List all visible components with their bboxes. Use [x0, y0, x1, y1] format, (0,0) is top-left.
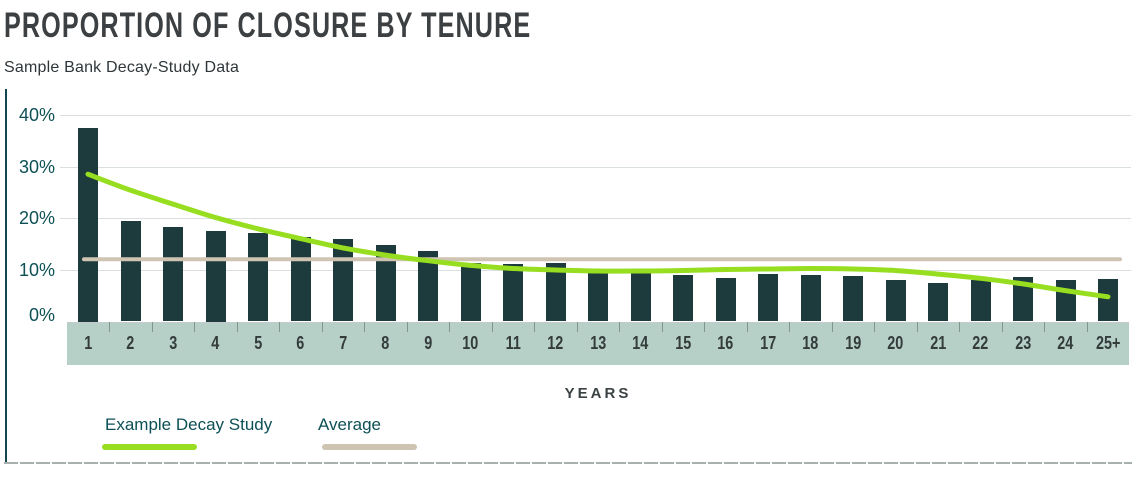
x-axis-tick	[831, 321, 833, 332]
bar	[928, 282, 948, 322]
x-tick-label: 12	[547, 333, 564, 353]
y-tick-label: 0%	[28, 305, 55, 325]
y-tick-label: 20%	[18, 208, 55, 228]
y-axis-line	[5, 89, 7, 464]
x-axis-tick	[874, 321, 876, 332]
bar	[1013, 276, 1033, 322]
x-tick-label: 7	[338, 333, 347, 353]
bar	[120, 221, 141, 322]
bar	[503, 264, 523, 322]
x-axis-tick	[151, 321, 153, 332]
x-axis-tick	[321, 321, 323, 332]
x-tick-label: 23	[1014, 333, 1032, 353]
x-axis-tick	[236, 321, 238, 332]
bar	[588, 272, 608, 322]
bar	[1055, 279, 1076, 322]
bar	[163, 226, 183, 322]
x-axis-tick	[704, 321, 706, 332]
y-tick-label: 30%	[18, 156, 55, 177]
x-tick-label: 18	[802, 333, 819, 353]
x-tick-label: 22	[972, 333, 989, 353]
x-axis-tick	[1001, 321, 1003, 332]
bar	[673, 274, 693, 322]
x-axis-tick	[279, 321, 281, 332]
bar	[290, 236, 311, 322]
y-tick-label: 10%	[18, 259, 55, 280]
gridline	[60, 218, 1131, 219]
y-tick-label: 40%	[18, 105, 55, 125]
x-tick-label: 13	[589, 333, 607, 353]
x-tick-label: 11	[505, 333, 521, 353]
x-tick-label: 25+	[1095, 333, 1121, 353]
x-tick-label: 5	[253, 333, 262, 353]
x-axis-title: YEARS	[564, 385, 632, 402]
legend-label-average: Average	[318, 415, 382, 434]
bar	[800, 274, 821, 322]
x-tick-label: 2	[126, 333, 135, 353]
bar	[885, 280, 906, 322]
x-axis-tick	[534, 321, 536, 332]
bar	[545, 262, 566, 322]
bar	[78, 127, 98, 322]
x-axis-tick	[916, 321, 918, 332]
x-axis-tick	[449, 321, 451, 332]
legend-label-decay-study: Example Decay Study	[105, 415, 273, 434]
x-tick-label: 3	[168, 333, 177, 353]
x-axis-tick	[619, 321, 621, 332]
x-tick-label: 15	[674, 333, 692, 353]
x-axis-tick	[959, 321, 961, 332]
bar	[1098, 279, 1118, 322]
bottom-divider	[4, 462, 1132, 464]
x-axis-tick	[406, 321, 408, 332]
bar	[460, 262, 481, 322]
x-tick-label: 6	[296, 333, 305, 353]
x-axis-tick	[1044, 321, 1046, 332]
x-tick-label: 14	[632, 333, 649, 353]
x-tick-label: 4	[211, 333, 220, 353]
bar	[418, 251, 438, 322]
x-axis-tick	[364, 321, 366, 332]
gridline	[60, 115, 1131, 116]
bar	[970, 279, 991, 322]
legend-swatch-decay-study	[102, 444, 197, 450]
x-tick-label: 19	[844, 333, 862, 353]
x-tick-label: 10	[462, 333, 479, 353]
x-axis-tick	[576, 321, 578, 332]
x-tick-label: 24	[1057, 333, 1074, 353]
x-tick-label: 1	[83, 333, 92, 353]
bar	[715, 277, 736, 322]
bar	[843, 276, 863, 322]
x-tick-label: 8	[381, 333, 390, 353]
chart-subtitle: Sample Bank Decay-Study Data	[4, 59, 240, 76]
x-tick-label: 16	[717, 333, 734, 353]
bar	[375, 244, 396, 322]
x-tick-label: 20	[887, 333, 904, 353]
bar	[758, 273, 778, 322]
x-tick-label: 21	[929, 333, 947, 353]
x-axis-tick	[661, 321, 663, 332]
bar	[630, 273, 651, 322]
x-axis-tick	[109, 321, 111, 332]
page-title: PROPORTION OF CLOSURE BY TENURE	[4, 6, 532, 45]
x-tick-label: 9	[423, 333, 432, 353]
x-axis-tick	[194, 321, 196, 332]
x-axis-tick	[746, 321, 748, 332]
x-axis-band	[66, 321, 1130, 365]
gridline	[60, 166, 1131, 168]
x-tick-label: 17	[759, 333, 777, 353]
bar	[248, 233, 268, 322]
x-axis-tick	[1086, 321, 1088, 332]
x-axis-tick	[491, 321, 493, 332]
bar	[205, 230, 226, 322]
x-axis-tick	[789, 321, 791, 332]
legend-swatch-average	[322, 444, 417, 450]
bar	[333, 239, 353, 322]
